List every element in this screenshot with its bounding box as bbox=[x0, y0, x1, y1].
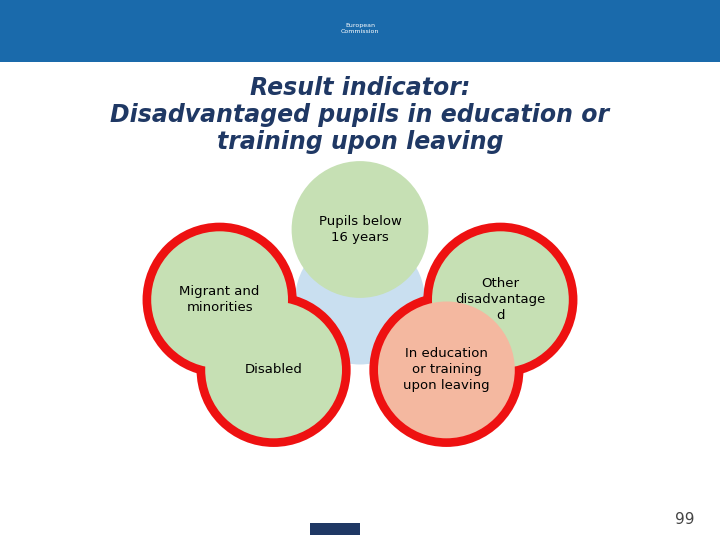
Ellipse shape bbox=[151, 231, 288, 368]
Text: Disabled: Disabled bbox=[245, 363, 302, 376]
Ellipse shape bbox=[423, 222, 577, 377]
Text: Pupils below
16 years: Pupils below 16 years bbox=[318, 215, 402, 244]
Ellipse shape bbox=[295, 235, 425, 364]
Ellipse shape bbox=[369, 293, 523, 447]
Ellipse shape bbox=[197, 293, 351, 447]
Ellipse shape bbox=[432, 231, 569, 368]
Text: Disadvantaged pupils in education or: Disadvantaged pupils in education or bbox=[110, 103, 610, 127]
Text: Result indicator:: Result indicator: bbox=[250, 76, 470, 100]
Text: Migrant and
minorities: Migrant and minorities bbox=[179, 285, 260, 314]
Ellipse shape bbox=[292, 161, 428, 298]
Bar bbox=[310, 523, 360, 535]
Bar bbox=[0, 0, 720, 62]
Ellipse shape bbox=[205, 301, 342, 438]
Ellipse shape bbox=[143, 222, 297, 377]
Text: In education
or training
upon leaving: In education or training upon leaving bbox=[403, 347, 490, 393]
Text: European
Commission: European Commission bbox=[341, 23, 379, 33]
Text: Other
disadvantage
d: Other disadvantage d bbox=[455, 277, 546, 322]
Text: 99: 99 bbox=[675, 511, 695, 526]
Text: training upon leaving: training upon leaving bbox=[217, 130, 503, 154]
Ellipse shape bbox=[378, 301, 515, 438]
